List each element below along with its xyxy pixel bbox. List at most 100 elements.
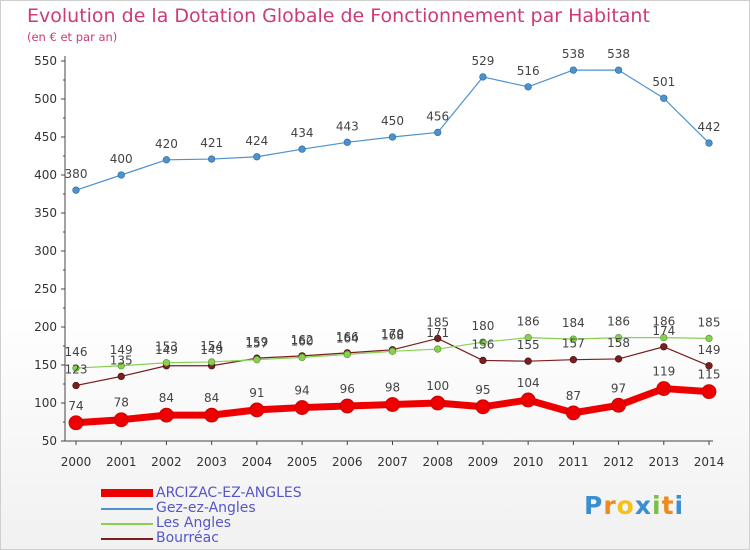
data-label-gez-ez-angles: 538 [562,47,585,61]
data-label-arcizac: 94 [294,384,309,398]
data-point-les-angles [72,364,80,372]
data-point-gez-ez-angles [479,73,487,81]
y-tick-label: 450 [34,130,57,144]
data-label-les-angles: 168 [381,328,404,342]
data-point-les-angles [388,347,397,355]
data-point-gez-ez-angles [524,83,532,91]
y-tick-label: 400 [34,168,57,182]
data-label-arcizac: 97 [611,381,626,395]
y-tick-label: 500 [34,92,57,106]
data-point-bourreac [479,356,487,365]
y-tick-label: 350 [34,206,57,220]
data-point-arcizac [68,415,84,431]
data-label-bourreac: 166 [336,330,359,344]
chart-axes: 50 100 150 200 250 300 350 400 450 500 550 2000 2001… [34,54,724,469]
data-label-arcizac: 104 [517,376,540,390]
x-tick-label: 2013 [649,455,680,469]
data-point-gez-ez-angles [343,138,351,146]
y-tick-label: 50 [42,434,57,448]
data-point-les-angles [569,335,578,343]
data-point-arcizac [204,407,220,423]
series-line-gez-ez-angles [75,69,710,191]
data-point-les-angles [660,333,668,342]
data-label-gez-ez-angles: 420 [155,137,178,151]
x-tick-label: 2006 [332,455,363,469]
data-label-arcizac: 78 [114,396,129,410]
data-label-bourreac: 185 [426,315,449,329]
data-point-bourreac [660,343,668,351]
data-point-arcizac [113,412,129,428]
data-label-bourreac: 162 [291,333,314,347]
y-tick-label: 100 [34,396,57,410]
data-point-gez-ez-angles [298,145,306,153]
logo-letter: P [584,491,604,520]
data-point-gez-ez-angles [434,128,442,137]
data-point-gez-ez-angles [388,133,397,141]
data-point-arcizac [430,395,446,411]
data-point-les-angles [434,345,442,353]
data-point-gez-ez-angles [162,156,171,164]
data-point-gez-ez-angles [117,171,125,179]
data-label-les-angles: 154 [200,339,223,353]
data-point-les-angles [253,356,261,364]
data-point-les-angles [479,338,487,346]
data-point-arcizac [294,400,310,415]
data-label-les-angles: 186 [517,315,540,329]
data-point-bourreac [705,362,713,370]
data-label-les-angles: 146 [65,345,88,359]
y-tick-label: 550 [34,54,57,68]
data-label-les-angles: 186 [652,315,675,329]
data-label-les-angles: 153 [155,340,178,354]
data-point-gez-ez-angles [207,155,216,163]
legend-label-bourreac: Bourréac [156,530,219,546]
x-tick-label: 2011 [558,455,589,469]
data-label-gez-ez-angles: 529 [471,54,494,68]
data-point-les-angles [117,362,125,370]
legend-swatch-bourreac [101,538,153,540]
data-label-gez-ez-angles: 434 [291,126,314,140]
x-tick-label: 2014 [694,455,725,469]
data-label-gez-ez-angles: 456 [426,109,449,123]
data-point-les-angles [614,333,623,342]
x-tick-label: 2009 [468,455,499,469]
data-label-arcizac: 84 [159,391,174,405]
legend-swatch-gez-ez-angles [101,508,153,510]
data-point-arcizac [656,381,672,396]
x-tick-label: 2012 [603,455,634,469]
data-label-bourreac: 170 [381,327,404,341]
data-label-bourreac: 149 [200,343,223,357]
y-tick-label: 250 [34,282,57,296]
legend-label-les-angles: Les Angles [156,515,232,531]
data-label-arcizac: 96 [340,382,355,396]
data-point-bourreac [614,355,623,363]
x-tick-label: 2007 [377,455,408,469]
data-label-gez-ez-angles: 380 [65,167,88,181]
data-label-bourreac: 174 [652,324,675,338]
data-point-arcizac [385,397,400,412]
data-label-bourreac: 149 [698,343,721,357]
data-label-arcizac: 100 [426,379,449,393]
logo-letter: o [616,491,635,520]
x-tick-label: 2008 [422,455,453,469]
data-label-gez-ez-angles: 516 [517,64,540,78]
data-label-arcizac: 84 [204,391,219,405]
data-label-bourreac: 149 [155,343,178,357]
legend-swatch-arcizac [101,489,153,497]
logo-letter: r [603,491,617,520]
data-point-arcizac [701,384,717,400]
data-label-gez-ez-angles: 421 [200,136,223,150]
y-tick-label: 200 [34,320,57,334]
data-label-arcizac: 98 [385,381,400,395]
legend-item-arcizac: ARCIZAC-EZ-ANGLES [101,486,501,501]
data-point-gez-ez-angles [705,139,713,147]
data-label-gez-ez-angles: 538 [607,47,630,61]
y-tick-label: 150 [34,358,57,372]
data-label-gez-ez-angles: 443 [336,119,359,133]
data-label-les-angles: 164 [336,331,359,345]
data-point-arcizac [475,399,491,415]
data-point-les-angles [705,334,713,343]
data-point-les-angles [343,350,351,359]
data-label-gez-ez-angles: 450 [381,114,404,128]
